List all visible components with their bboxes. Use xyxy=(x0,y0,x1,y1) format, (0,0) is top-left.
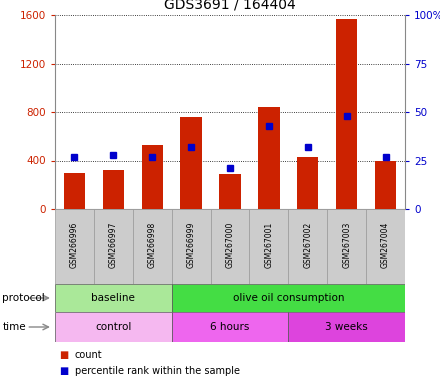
Text: GSM267001: GSM267001 xyxy=(264,222,273,268)
Bar xyxy=(297,157,319,209)
Text: 3 weeks: 3 weeks xyxy=(325,322,368,332)
Text: GSM267004: GSM267004 xyxy=(381,222,390,268)
Bar xyxy=(180,117,202,209)
Bar xyxy=(55,284,172,312)
Bar xyxy=(258,107,279,209)
Text: baseline: baseline xyxy=(92,293,135,303)
Text: GSM266997: GSM266997 xyxy=(109,222,118,268)
Bar xyxy=(211,209,249,284)
Bar xyxy=(133,209,172,284)
Bar xyxy=(55,209,94,284)
Bar xyxy=(249,209,288,284)
Text: GSM266996: GSM266996 xyxy=(70,222,79,268)
Text: control: control xyxy=(95,322,132,332)
Text: olive oil consumption: olive oil consumption xyxy=(233,293,344,303)
Text: ■: ■ xyxy=(59,366,69,376)
Bar xyxy=(103,170,124,209)
Bar xyxy=(288,209,327,284)
Bar xyxy=(366,209,405,284)
Bar xyxy=(375,161,396,209)
Text: GSM267002: GSM267002 xyxy=(303,222,312,268)
Text: GSM266998: GSM266998 xyxy=(148,222,157,268)
Bar xyxy=(288,312,405,342)
Bar xyxy=(219,174,241,209)
Bar xyxy=(142,145,163,209)
Bar xyxy=(172,312,288,342)
Text: count: count xyxy=(75,349,103,359)
Bar xyxy=(336,19,357,209)
Bar xyxy=(172,209,211,284)
Text: time: time xyxy=(2,322,26,332)
Text: protocol: protocol xyxy=(2,293,45,303)
Bar xyxy=(94,209,133,284)
Bar xyxy=(55,312,172,342)
Text: percentile rank within the sample: percentile rank within the sample xyxy=(75,366,240,376)
Text: GSM267003: GSM267003 xyxy=(342,222,351,268)
Text: GSM266999: GSM266999 xyxy=(187,222,196,268)
Title: GDS3691 / 164404: GDS3691 / 164404 xyxy=(164,0,296,11)
Text: 6 hours: 6 hours xyxy=(210,322,249,332)
Bar xyxy=(172,284,405,312)
Bar xyxy=(64,173,85,209)
Text: ■: ■ xyxy=(59,349,69,359)
Text: GSM267000: GSM267000 xyxy=(226,222,235,268)
Bar xyxy=(327,209,366,284)
